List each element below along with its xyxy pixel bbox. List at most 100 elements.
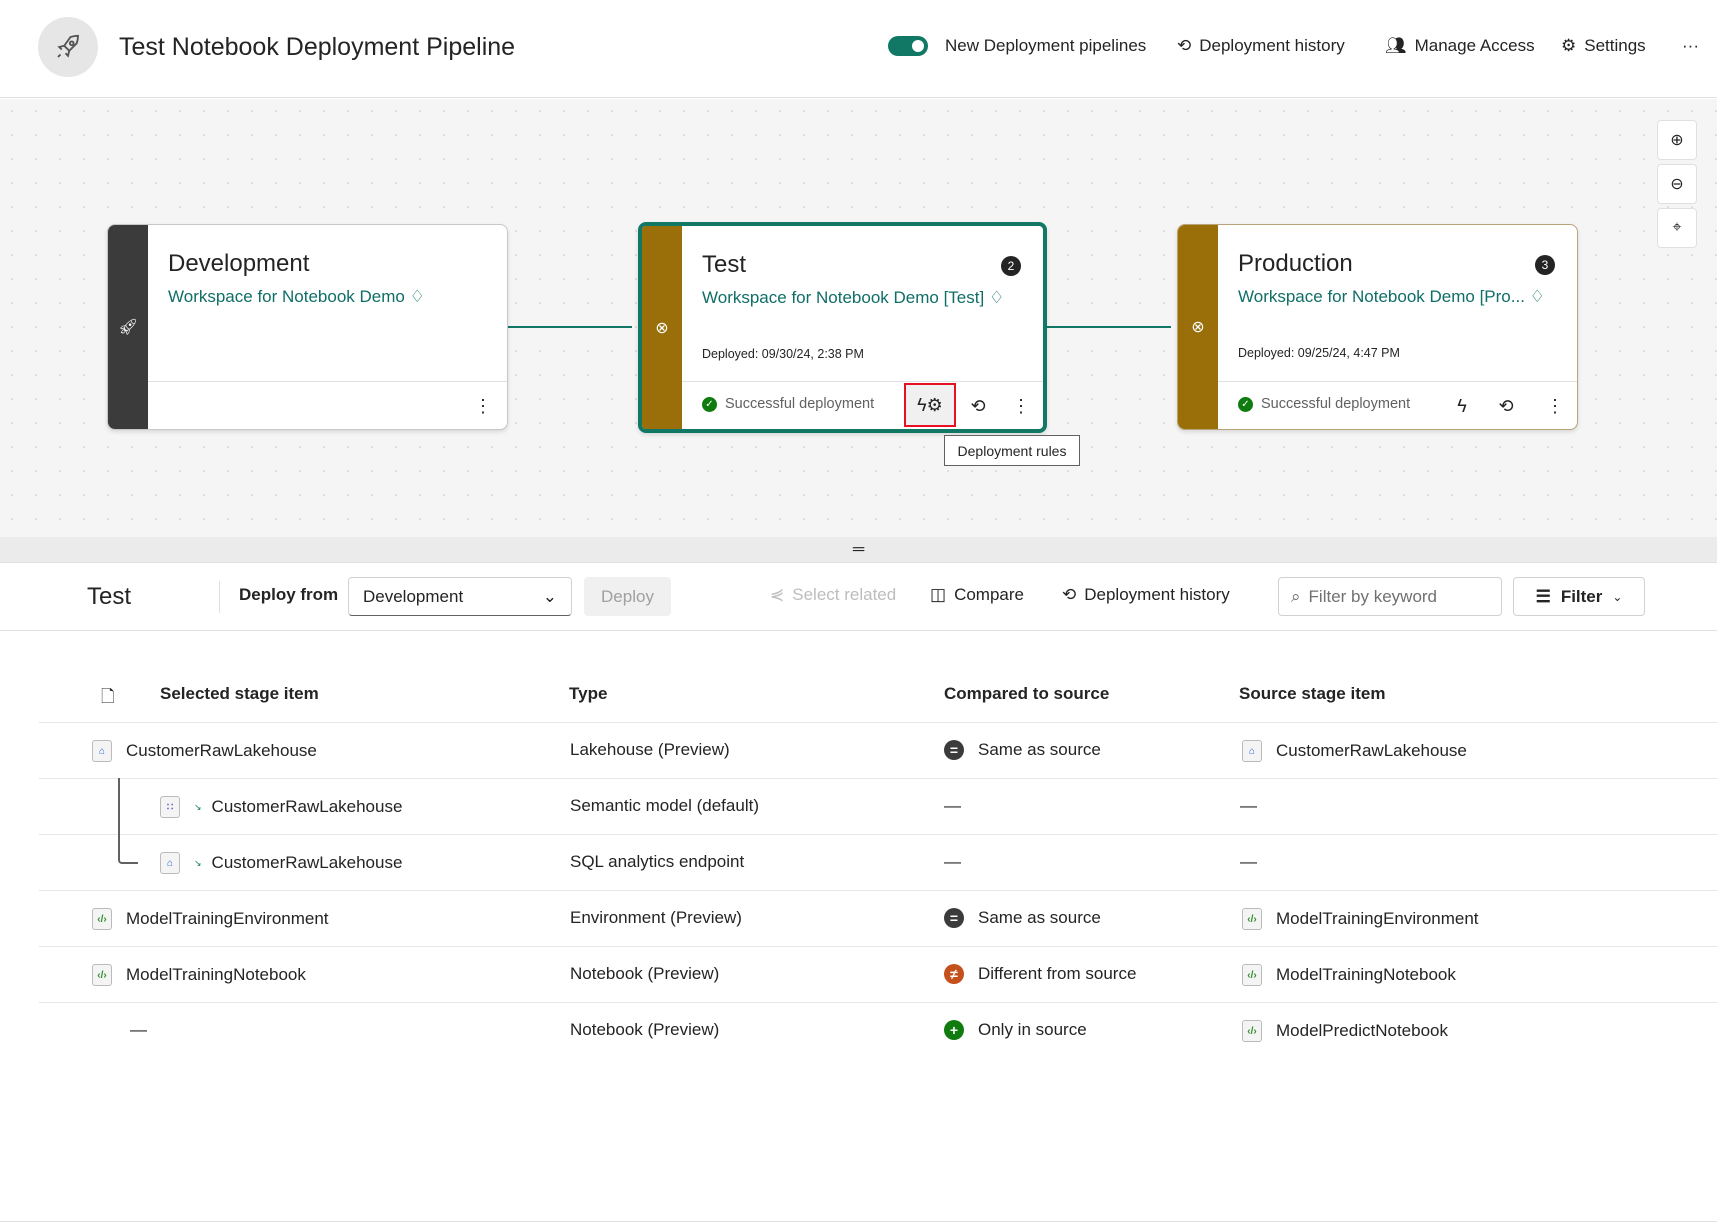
stage-history-icon[interactable]: ⟲ bbox=[970, 395, 986, 416]
fit-view-icon: ⌖ bbox=[1672, 219, 1682, 236]
connector-test-prod bbox=[1047, 326, 1171, 328]
new-pipelines-label: New Deployment pipelines bbox=[945, 36, 1147, 55]
more-options-icon[interactable]: ⋮ bbox=[1546, 395, 1564, 416]
workspace-link[interactable]: Workspace for Notebook Demo [Pro... ♢ bbox=[1238, 287, 1545, 306]
cell-text: Only in source bbox=[978, 1020, 1087, 1039]
cell-text: CustomerRawLakehouse bbox=[211, 853, 403, 872]
workspace-link[interactable]: Workspace for Notebook Demo ♢ bbox=[168, 287, 425, 306]
stage-card-development[interactable]: 🚀︎ Development Workspace for Notebook De… bbox=[107, 224, 508, 430]
search-icon: ⌕ bbox=[1291, 586, 1301, 606]
more-options-icon[interactable]: ⋮ bbox=[1012, 395, 1030, 416]
fit-view-button[interactable]: ⌖ bbox=[1657, 208, 1697, 248]
table-row[interactable]: ‹/› ModelTrainingNotebook Notebook (Previe… bbox=[39, 946, 1717, 1002]
environment-icon: ‹/› bbox=[92, 908, 112, 930]
cell-text: CustomerRawLakehouse bbox=[126, 741, 317, 760]
tree-connector bbox=[118, 778, 138, 864]
compare-only-icon: + bbox=[944, 1020, 964, 1040]
filter-button[interactable]: ☰ Filter ⌄ bbox=[1513, 577, 1645, 616]
cell-text: = Same as source bbox=[944, 908, 1101, 928]
table-row[interactable]: ⌂ ↘ CustomerRawLakehouse SQL analytics endp… bbox=[39, 834, 1717, 890]
cell-text: ⌂ CustomerRawLakehouse bbox=[92, 740, 317, 762]
cell-text: ModelPredictNotebook bbox=[1276, 1021, 1448, 1040]
chevron-down-icon: ⌄ bbox=[542, 586, 557, 606]
deployment-history-button[interactable]: ⟲ Deployment history bbox=[1177, 36, 1345, 55]
deploy-button[interactable]: Deploy bbox=[584, 577, 671, 616]
notebook-icon: ‹/› bbox=[92, 964, 112, 986]
cell-text: — bbox=[1240, 796, 1257, 815]
stage-title: Development bbox=[168, 250, 310, 277]
cell-text: ModelTrainingEnvironment bbox=[1276, 909, 1479, 928]
deployment-rules-icon[interactable]: ϟ bbox=[1457, 395, 1467, 416]
cell-text: ∷ ↘ CustomerRawLakehouse bbox=[160, 796, 402, 818]
cell-text: + Only in source bbox=[944, 1020, 1087, 1040]
compare-icon: ◫ bbox=[930, 585, 947, 604]
new-pipelines-toggle[interactable] bbox=[888, 36, 928, 56]
cell-text: ‹/› ModelPredictNotebook bbox=[1242, 1020, 1448, 1042]
zoom-in-button[interactable]: ⊕ bbox=[1657, 120, 1697, 160]
deployed-time: Deployed: 09/30/24, 2:38 PM bbox=[702, 347, 864, 361]
column-header[interactable]: Source stage item bbox=[1239, 684, 1386, 703]
manage-access-button[interactable]: 👥︎ Manage Access bbox=[1385, 36, 1535, 55]
deployment-rules-icon: ϟ⚙︎ bbox=[917, 394, 943, 415]
cell-text: Different from source bbox=[978, 964, 1137, 983]
panel-splitter[interactable]: ═ bbox=[0, 537, 1717, 563]
file-icon: 🗋︎ bbox=[101, 687, 115, 706]
connector-dev-test bbox=[508, 326, 632, 328]
column-header[interactable]: Selected stage item bbox=[160, 684, 319, 703]
check-icon: ✓ bbox=[1238, 396, 1253, 412]
more-options-icon[interactable]: ⋮ bbox=[474, 395, 492, 416]
cell-text: Semantic model (default) bbox=[570, 796, 759, 815]
stage-card-test[interactable]: ⊗ Test 2 Workspace for Notebook Demo [Te… bbox=[638, 222, 1047, 433]
cell-text: Environment (Preview) bbox=[570, 908, 742, 927]
divider bbox=[219, 581, 220, 613]
notebook-icon: ‹/› bbox=[1242, 1020, 1262, 1042]
compare-button[interactable]: ◫ Compare bbox=[930, 585, 1024, 604]
sync-icon: ⊗ bbox=[1178, 225, 1218, 429]
stage-title: Production bbox=[1238, 250, 1353, 277]
stage-card-production[interactable]: ⊗ Production 3 Workspace for Notebook De… bbox=[1177, 224, 1578, 430]
deployment-status: ✓ Successful deployment bbox=[1238, 396, 1410, 412]
deploy-from-label: Deploy from bbox=[239, 585, 339, 604]
cell-text: ‹/› ModelTrainingNotebook bbox=[1242, 964, 1456, 986]
more-options-button[interactable]: ··· bbox=[1682, 36, 1699, 55]
rocket-icon: 🚀︎ bbox=[108, 225, 148, 429]
stage-toolbar: Test Deploy from Development ⌄ Deploy ⋞ Se… bbox=[0, 563, 1717, 631]
deploy-from-dropdown[interactable]: Development ⌄ bbox=[348, 577, 572, 616]
stage-history-icon[interactable]: ⟲ bbox=[1498, 395, 1514, 416]
tooltip: Deployment rules bbox=[944, 435, 1080, 466]
deployment-rules-button[interactable]: ϟ⚙︎ bbox=[904, 383, 956, 427]
cell-text: — bbox=[944, 852, 961, 872]
filter-keyword-input[interactable]: ⌕ Filter by keyword bbox=[1278, 577, 1502, 616]
settings-button[interactable]: ⚙ Settings bbox=[1561, 36, 1646, 55]
premium-diamond-icon: ♢ bbox=[1529, 287, 1545, 306]
filter-icon: ☰ bbox=[1535, 586, 1551, 606]
drag-handle-icon: ═ bbox=[852, 540, 865, 558]
toolbar-history-button[interactable]: ⟲ Deployment history bbox=[1062, 585, 1230, 604]
table-row[interactable]: ∷ ↘ CustomerRawLakehouse Semantic model (de… bbox=[39, 778, 1717, 834]
people-icon: 👥︎ bbox=[1385, 36, 1407, 55]
cell-text: Notebook (Preview) bbox=[570, 964, 720, 983]
semantic-model-icon: ∷ bbox=[160, 796, 180, 818]
workspace-link[interactable]: Workspace for Notebook Demo [Test] ♢ bbox=[702, 288, 1005, 307]
lakehouse-icon: ⌂ bbox=[92, 740, 112, 762]
column-header[interactable]: Compared to source bbox=[944, 684, 1110, 703]
stage-name: Test bbox=[87, 583, 132, 610]
lakehouse-icon: ⌂ bbox=[1242, 740, 1262, 762]
cell-text: — bbox=[1240, 852, 1257, 871]
cell-text: ‹/› ModelTrainingEnvironment bbox=[1242, 908, 1479, 930]
cell-text: ‹/› ModelTrainingNotebook bbox=[92, 964, 306, 986]
table-row[interactable]: ‹/› ModelTrainingEnvironment Environment (… bbox=[39, 890, 1717, 946]
gear-icon: ⚙ bbox=[1561, 36, 1577, 55]
column-header[interactable]: Type bbox=[569, 684, 608, 703]
cell-text: ⌂ CustomerRawLakehouse bbox=[1242, 740, 1467, 762]
table-row[interactable]: ⌂ CustomerRawLakehouse Lakehouse (Preview)… bbox=[39, 722, 1717, 778]
chevron-down-icon: ⌄ bbox=[1612, 589, 1623, 604]
check-icon: ✓ bbox=[702, 396, 717, 412]
table-row[interactable]: — Notebook (Preview) + Only in source ‹/› Mod… bbox=[39, 1002, 1717, 1058]
zoom-out-button[interactable]: ⊖ bbox=[1657, 164, 1697, 204]
stage-number-badge: 2 bbox=[1001, 256, 1021, 276]
compare-same-icon: = bbox=[944, 740, 964, 760]
select-related-button[interactable]: ⋞ Select related bbox=[770, 585, 897, 604]
share-icon: ⋞ bbox=[770, 585, 785, 604]
cell-text: — bbox=[944, 852, 961, 871]
